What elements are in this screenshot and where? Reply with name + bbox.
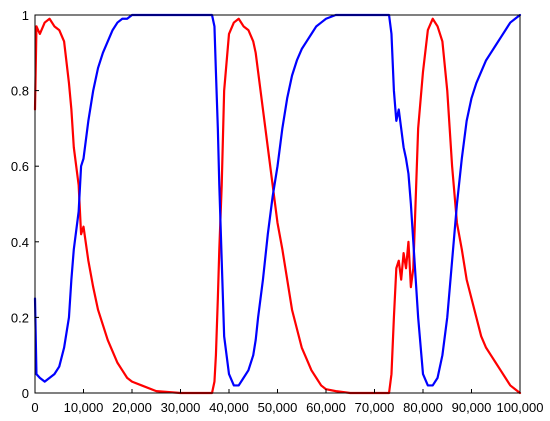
x-tick-label: 80,000 <box>403 400 443 415</box>
y-tick-label: 1 <box>22 8 29 23</box>
x-tick-label: 40,000 <box>209 400 249 415</box>
x-tick-label: 30,000 <box>161 400 201 415</box>
x-tick-label: 70,000 <box>355 400 395 415</box>
x-tick-label: 60,000 <box>306 400 346 415</box>
plot-frame <box>34 14 521 394</box>
y-tick-label: 0 <box>22 386 29 401</box>
y-tick-label: 0.6 <box>11 159 29 174</box>
x-tick-label: 50,000 <box>258 400 298 415</box>
y-tick-label: 0.8 <box>11 84 29 99</box>
series-line-2 <box>33 13 522 387</box>
x-tick-label: 20,000 <box>112 400 152 415</box>
x-tick-label: 100,000 <box>497 400 544 415</box>
x-tick-label: 10,000 <box>64 400 104 415</box>
x-tick-label: 0 <box>31 400 38 415</box>
series-layer <box>33 13 522 395</box>
y-tick-label: 0.4 <box>11 235 29 250</box>
ticks-layer: 0 10,000 20,000 30,000 40,000 50,000 60,000 70,… <box>11 8 544 415</box>
series-line-1 <box>33 17 522 395</box>
y-tick-label: 0.2 <box>11 310 29 325</box>
x-tick-label: 90,000 <box>452 400 492 415</box>
